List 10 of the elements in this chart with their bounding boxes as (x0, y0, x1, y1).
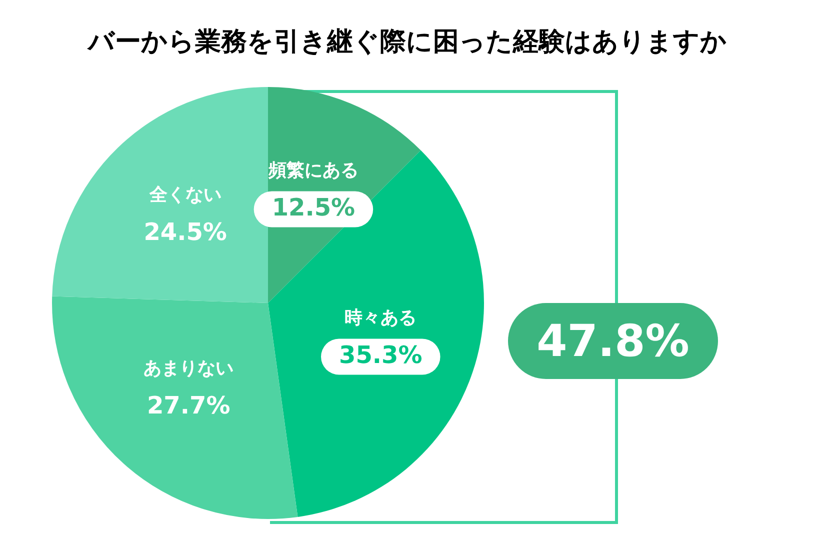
slice-label: 時々ある (344, 307, 417, 328)
slice-label: 頻繁にある (267, 160, 358, 181)
text: 47.8% (508, 303, 718, 379)
slice-label: あまりない (144, 358, 234, 380)
chart-title: バーから業務を引き継ぐ際に困った経験はありますか (86, 26, 728, 59)
data-label: 35.3% (339, 341, 422, 370)
slice-label: 全くない (148, 184, 222, 206)
data-label: 24.5% (144, 218, 227, 246)
data-label: 27.7% (146, 392, 230, 420)
data-label: 12.5% (272, 193, 356, 222)
